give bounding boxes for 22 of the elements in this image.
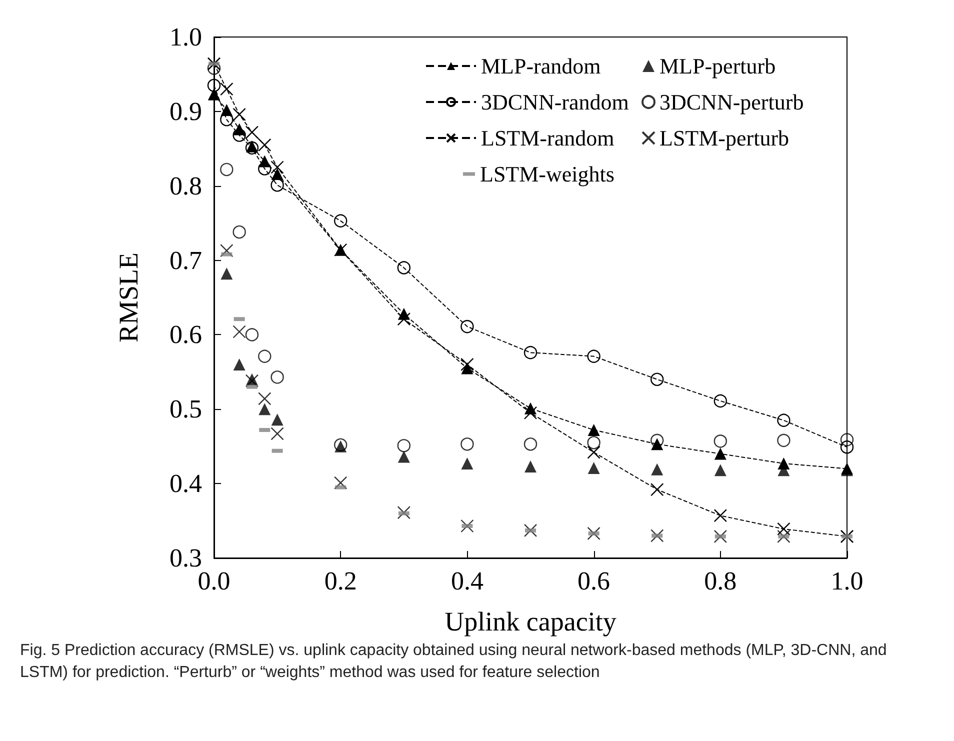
x-tick-label: 0.2 — [324, 566, 357, 596]
legend-label: MLP-random — [481, 54, 601, 78]
y-tick-label: 0.9 — [170, 96, 202, 126]
x-tick-label: 0.6 — [578, 566, 610, 596]
legend-label: 3DCNN-random — [481, 90, 629, 114]
y-tick-label: 0.7 — [170, 246, 202, 275]
x-tick-label: 0.4 — [450, 566, 484, 596]
y-tick-label: 0.8 — [170, 171, 202, 200]
x-axis-title: Uplink capacity — [444, 606, 617, 636]
legend-label: 3DCNN-perturb — [660, 90, 804, 114]
y-axis-title: RMSLE — [114, 252, 144, 343]
legend-label: LSTM-weights — [480, 162, 614, 186]
y-tick-label: 0.6 — [170, 320, 202, 350]
x-tick-label: 0.8 — [704, 566, 737, 596]
legend-label: MLP-perturb — [660, 54, 776, 78]
legend-label: LSTM-perturb — [660, 126, 790, 150]
legend-label: LSTM-random — [481, 126, 614, 150]
x-tick-label: 1.0 — [830, 566, 864, 596]
caption: Fig. 5 Prediction accuracy (RMSLE) vs. uplink capacity obtained using neural network-based methods (MLP, 3D-CNN, and LSTM) for prediction. “Perturb” or “weights” method was used for feature selection — [20, 641, 888, 684]
y-tick-label: 1.0 — [170, 22, 202, 52]
y-tick-label: 0.4 — [170, 469, 202, 498]
y-tick-label: 0.5 — [170, 394, 202, 424]
